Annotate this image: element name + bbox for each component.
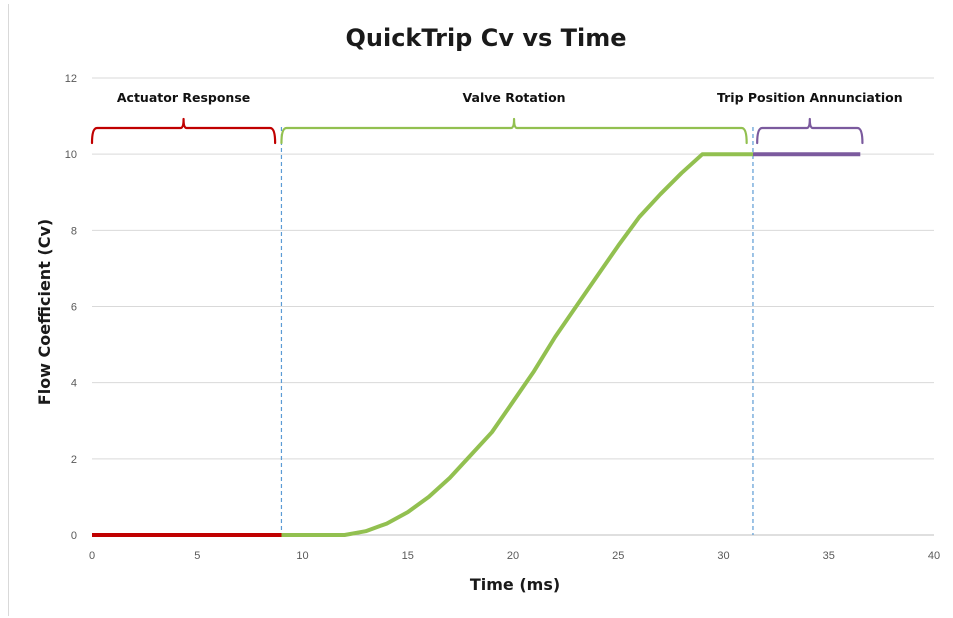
phase-bracket-2	[280, 117, 748, 145]
y-tick-label: 12	[65, 73, 77, 85]
gridlines	[92, 77, 934, 536]
tick-labels: 0 2 4 6 8 10 12 0 5 10 15 20 25 30 35 40	[65, 73, 940, 562]
phase-label-2: Valve Rotation	[463, 90, 566, 105]
y-tick-label: 2	[71, 454, 77, 466]
x-tick-label: 5	[194, 550, 200, 562]
y-tick-label: 0	[71, 530, 77, 542]
phase-brackets: Actuator Response Valve Rotation Trip Posi…	[90, 90, 903, 145]
y-tick-label: 6	[71, 302, 77, 314]
phase-label-1: Actuator Response	[117, 90, 250, 105]
series-lines	[92, 152, 861, 537]
phase-label-3: Trip Position Annunciation	[717, 90, 903, 105]
y-tick-label: 10	[65, 149, 77, 161]
series-line-2	[281, 152, 753, 537]
x-tick-label: 0	[89, 550, 95, 562]
y-axis-title: Flow Coefficient (Cv)	[35, 219, 54, 405]
x-axis-title: Time (ms)	[470, 575, 560, 594]
phase-bracket-3	[756, 117, 864, 145]
x-tick-label: 20	[507, 550, 519, 562]
x-tick-label: 10	[296, 550, 308, 562]
x-tick-label: 15	[402, 550, 414, 562]
phase-bracket-1	[90, 117, 277, 145]
x-tick-label: 40	[928, 550, 940, 562]
y-tick-label: 4	[71, 378, 77, 390]
chart-frame: QuickTrip Cv vs Time Actuator Response Va…	[8, 4, 949, 616]
phase-boundaries	[280, 127, 754, 535]
chart-svg: QuickTrip Cv vs Time Actuator Response Va…	[35, 24, 940, 594]
x-tick-label: 25	[612, 550, 624, 562]
y-tick-label: 8	[71, 225, 77, 237]
x-tick-label: 35	[823, 550, 835, 562]
x-tick-label: 30	[717, 550, 729, 562]
chart-title: QuickTrip Cv vs Time	[345, 24, 626, 52]
